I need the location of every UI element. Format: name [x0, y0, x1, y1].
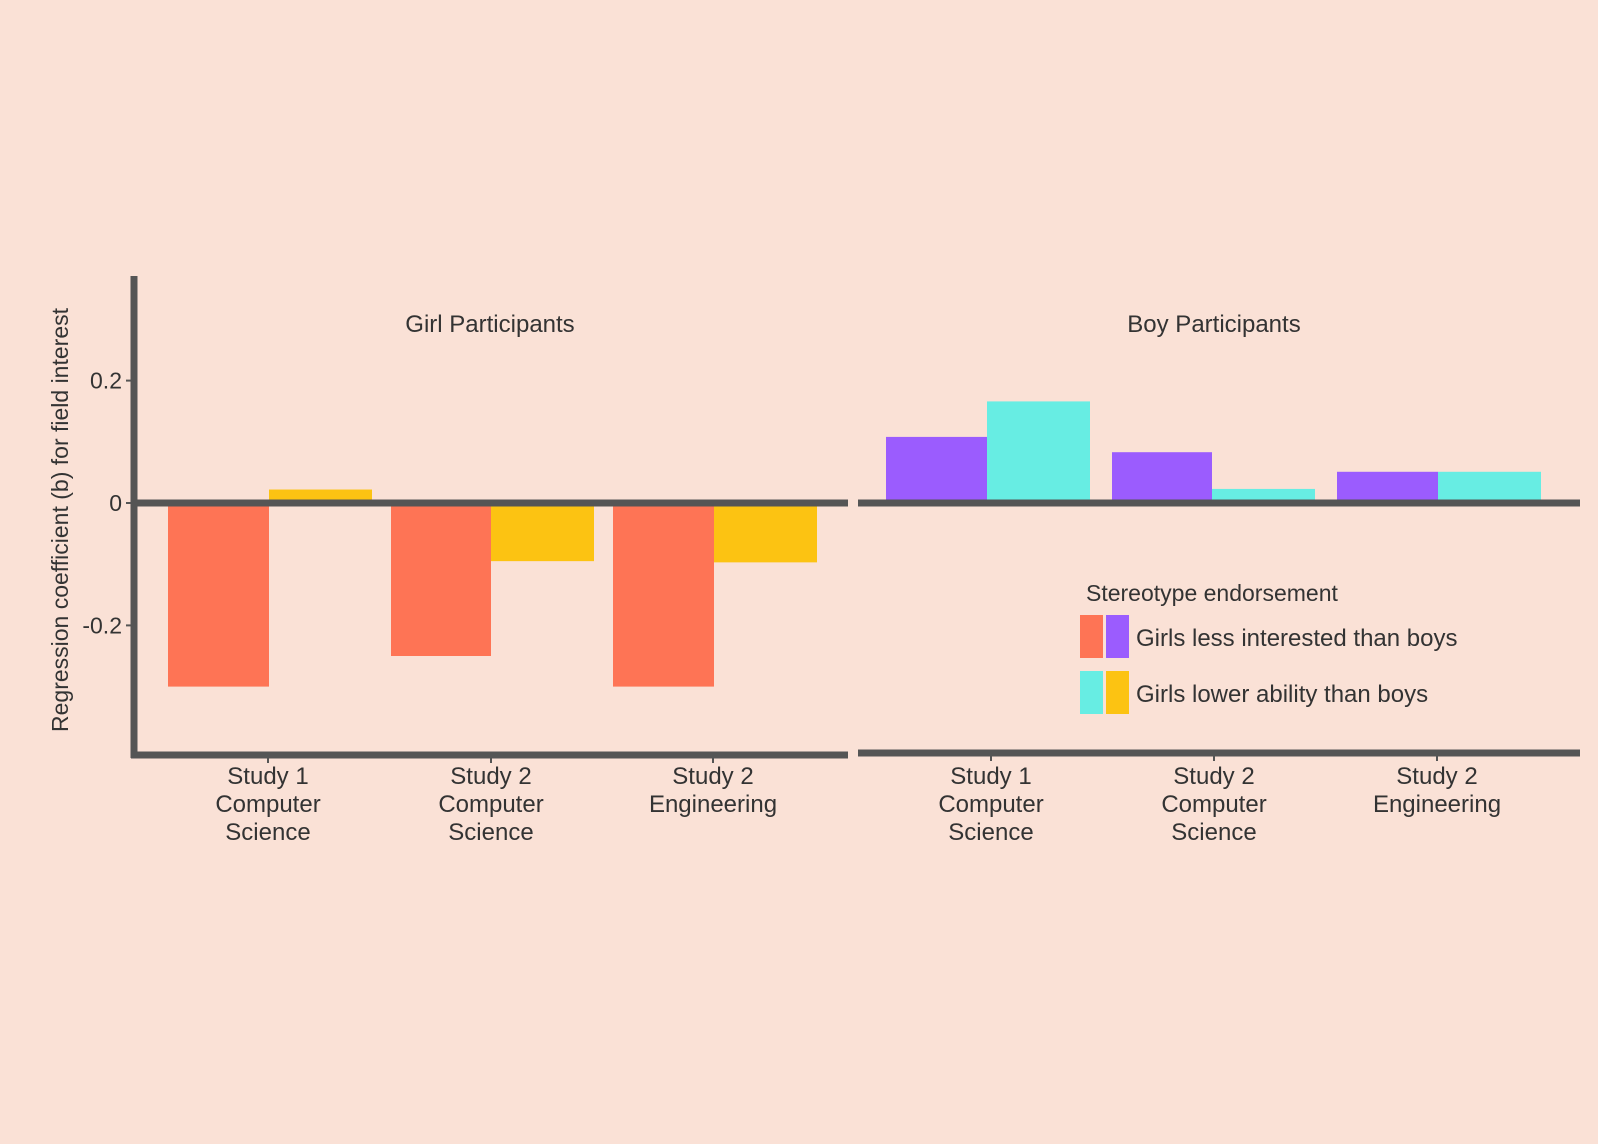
category-label: Study 1	[950, 763, 1031, 790]
legend-label-1: Girls lower ability than boys	[1136, 681, 1428, 708]
category-label: Study 1	[227, 763, 308, 790]
legend-swatch-1-b	[1106, 671, 1129, 714]
legend-swatch-0-a	[1080, 615, 1103, 658]
category-label: Science	[225, 819, 310, 846]
bar-p1-s1-c0	[987, 401, 1090, 503]
category-label: Study 2	[1173, 763, 1254, 790]
category-label: Science	[448, 819, 533, 846]
bar-p1-s1-c1	[1212, 488, 1315, 503]
bar-p0-s1-c1	[491, 503, 594, 562]
category-label: Study 2	[450, 763, 531, 790]
bar-p1-s0-c2	[1337, 471, 1438, 503]
category-label: Science	[948, 819, 1033, 846]
category-label: Engineering	[1373, 791, 1501, 818]
panel-title-1: Boy Participants	[1127, 311, 1300, 338]
y-axis-title: Regression coefficient (b) for field int…	[47, 307, 73, 732]
bar-p0-s0-c2	[613, 503, 714, 687]
legend-swatch-0-b	[1106, 615, 1129, 658]
bar-p0-s1-c2	[714, 503, 817, 563]
category-label: Engineering	[649, 791, 777, 818]
bar-p0-s0-c1	[391, 503, 491, 656]
bar-p1-s1-c2	[1438, 471, 1541, 503]
bar-p1-s0-c0	[886, 436, 987, 503]
y-tick-label: -0.2	[82, 612, 122, 638]
category-label: Computer	[1161, 791, 1266, 818]
y-tick-label: 0.2	[90, 368, 122, 394]
bar-p0-s0-c0	[168, 503, 269, 687]
bar-p1-s0-c1	[1112, 452, 1212, 503]
panel-title-0: Girl Participants	[405, 311, 574, 338]
category-label: Computer	[215, 791, 320, 818]
y-tick-label: 0	[109, 490, 122, 516]
legend-swatch-1-a	[1080, 671, 1103, 714]
legend-title: Stereotype endorsement	[1086, 580, 1338, 606]
legend-label-0: Girls less interested than boys	[1136, 625, 1457, 652]
category-label: Study 2	[1396, 763, 1477, 790]
category-label: Computer	[438, 791, 543, 818]
category-label: Computer	[938, 791, 1043, 818]
category-label: Study 2	[672, 763, 753, 790]
category-label: Science	[1171, 819, 1256, 846]
